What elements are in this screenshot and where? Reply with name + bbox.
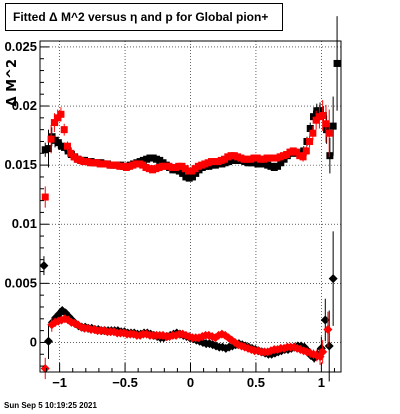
square-marker [306, 124, 314, 132]
data-point [188, 173, 196, 181]
diamond-marker [323, 324, 333, 334]
square-marker [50, 119, 58, 127]
square-marker [179, 169, 187, 177]
data-point [333, 16, 341, 111]
square-marker [306, 137, 314, 145]
data-point [192, 169, 200, 177]
data-point [309, 126, 317, 141]
y-tick-label: 0.005 [4, 275, 37, 290]
data-point [324, 310, 334, 382]
data-markers [39, 16, 341, 382]
data-point [179, 169, 187, 177]
square-marker [299, 153, 307, 161]
data-point [280, 155, 288, 163]
square-marker [192, 169, 200, 177]
data-point [44, 323, 54, 359]
data-point [277, 159, 285, 167]
x-tick-label: −0.5 [112, 375, 138, 390]
square-marker [54, 114, 62, 122]
diamond-marker [318, 347, 328, 357]
square-marker [329, 122, 337, 130]
x-tick-label: 0.5 [247, 375, 265, 390]
data-point [47, 124, 55, 154]
x-tick-label: 0 [187, 375, 194, 390]
square-marker [310, 113, 318, 121]
square-marker [67, 149, 75, 157]
y-axis-label: Δ M^2 [5, 59, 20, 106]
diamond-marker [39, 261, 49, 271]
chart-title: Fitted Δ M^2 versus η and p for Global p… [5, 3, 283, 31]
square-marker [188, 173, 196, 181]
data-point [39, 256, 49, 276]
data-point [320, 298, 330, 342]
square-marker [60, 126, 68, 134]
square-marker [63, 142, 71, 150]
y-tick-label: 0.015 [4, 157, 37, 172]
y-tick-label: 0 [30, 334, 37, 349]
square-marker [319, 111, 327, 119]
data-point [274, 162, 282, 170]
timestamp-footer: Sun Sep 5 10:19:25 2021 [4, 401, 97, 410]
square-marker [274, 162, 282, 170]
diamond-marker [320, 315, 330, 325]
x-tick-label: −1 [52, 375, 67, 390]
x-tick-label: 1 [318, 375, 325, 390]
y-tick-label: 0.02 [12, 98, 37, 113]
data-point [302, 146, 310, 156]
square-marker [302, 147, 310, 155]
diamond-marker [44, 336, 54, 346]
square-marker [57, 110, 65, 118]
square-marker [325, 129, 333, 137]
diamond-marker [328, 274, 338, 284]
square-marker [316, 107, 324, 115]
y-tick-label: 0.01 [12, 216, 37, 231]
data-point [60, 123, 68, 136]
data-point [323, 311, 333, 348]
square-marker [280, 155, 288, 163]
data-point [293, 148, 301, 156]
axis-ticks: −1 −0.5 0 0.5 1 0 0.005 0.01 0.015 0.02 0.025 [4, 39, 335, 390]
square-marker [47, 135, 55, 143]
square-marker [309, 129, 317, 137]
data-point [328, 231, 338, 326]
square-marker [277, 159, 285, 167]
square-marker [323, 126, 331, 134]
square-marker [312, 116, 320, 124]
data-point [57, 107, 65, 122]
diamond-marker [324, 341, 334, 351]
data-point [318, 340, 328, 364]
data-point [41, 186, 49, 208]
square-marker [41, 193, 49, 201]
y-tick-label: 0.025 [4, 39, 37, 54]
data-point [323, 115, 331, 144]
square-marker [45, 145, 53, 153]
data-point [326, 137, 334, 174]
square-marker [326, 152, 334, 160]
data-point [306, 135, 314, 148]
square-marker [293, 148, 301, 156]
grid-lines [40, 41, 341, 372]
data-point [325, 109, 333, 157]
square-marker [54, 139, 62, 147]
square-marker [333, 59, 341, 67]
square-marker [322, 120, 330, 128]
data-point [329, 96, 337, 156]
data-point [40, 357, 50, 380]
data-point [63, 141, 71, 151]
